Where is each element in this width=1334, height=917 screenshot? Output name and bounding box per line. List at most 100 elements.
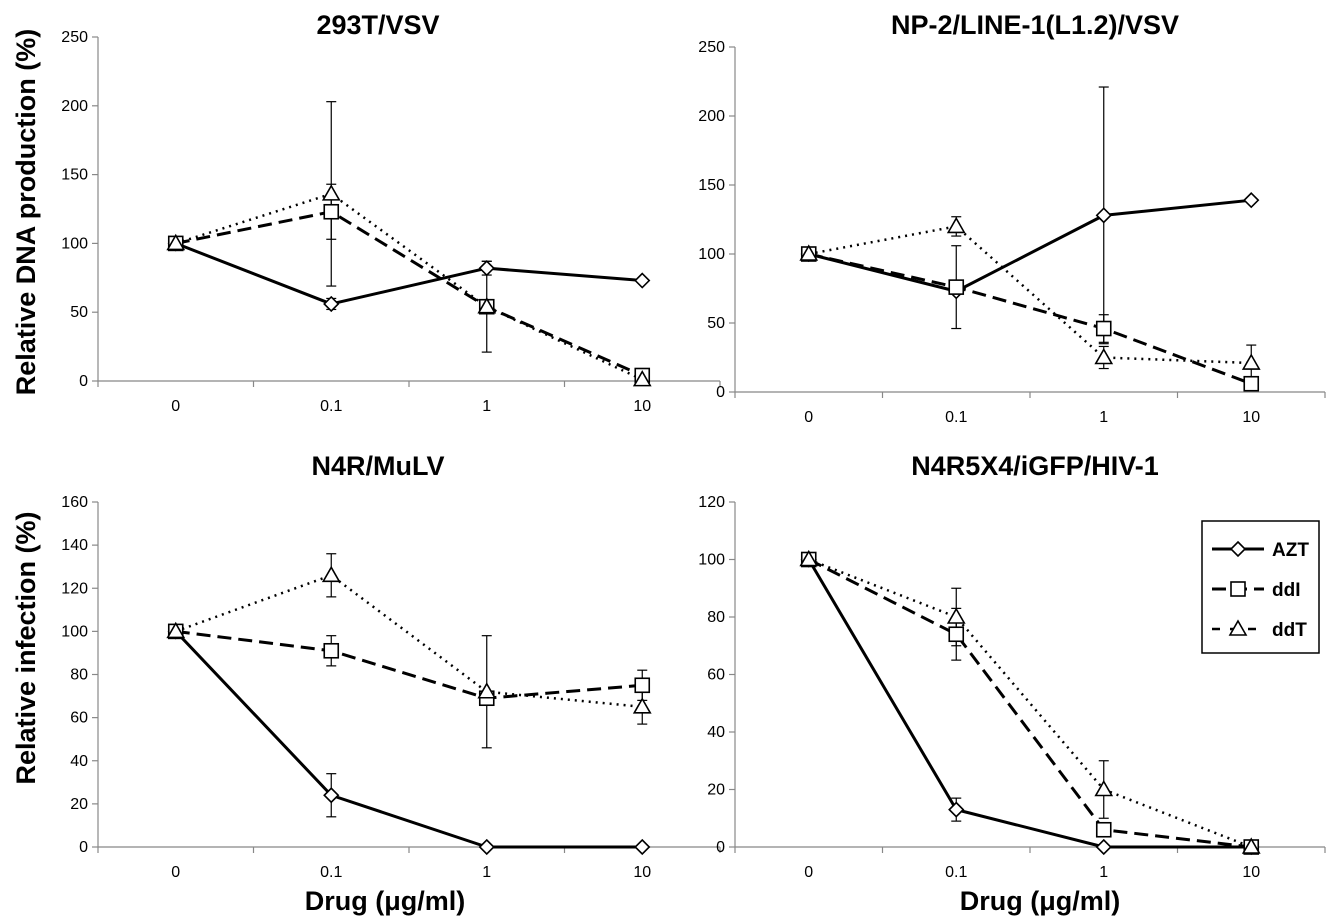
data-point-ddi [1243, 375, 1260, 392]
data-point-ddt [321, 565, 341, 583]
chart-panel-1: 293T/VSV 0 50 100 150 200 250 0 0.1 1 10 [61, 10, 721, 415]
y-tick-label: 160 [61, 494, 88, 511]
legend-label-azt: AZT [1272, 540, 1309, 561]
data-point-azt [1243, 192, 1260, 209]
x-tick-label: 10 [1242, 864, 1260, 881]
y-tick-label: 120 [61, 580, 88, 597]
y-tick-label: 20 [70, 796, 88, 813]
y-tick-label: 120 [698, 494, 725, 511]
y-tick-label: 60 [70, 710, 88, 727]
x-tick-label: 0 [804, 409, 813, 426]
y-tick-label: 80 [707, 609, 725, 626]
y-tick-label: 250 [698, 39, 725, 56]
x-tick-label: 1 [482, 864, 491, 881]
data-point-ddt [321, 184, 341, 201]
chart-title: N4R5X4/iGFP/HIV-1 [911, 451, 1159, 481]
series-line-ddt [175, 192, 643, 381]
data-point-ddi [634, 677, 651, 694]
data-point-ddt [632, 370, 652, 387]
x-tick-label: 10 [1242, 409, 1260, 426]
chart-panel-2: NP-2/LINE-1(L1.2)/VSV 0 50 100 150 200 250 0 0.1… [698, 10, 1326, 426]
data-point-ddi [323, 642, 340, 659]
data-point-ddt [632, 697, 652, 714]
y-tick-label: 200 [698, 108, 725, 125]
chart-title: N4R/MuLV [312, 451, 445, 481]
y-tick-label: 0 [79, 373, 88, 390]
legend-marker-ddt [1228, 619, 1248, 636]
series-line-ddi [175, 629, 643, 700]
data-point-ddt [946, 216, 966, 234]
y-axis-label-bottom: Relative infection (%) [11, 511, 41, 784]
y-tick-label: 200 [61, 98, 88, 115]
chart-panel-4: N4R5X4/iGFP/HIV-1 0 20 40 60 80 100 120 0 0.1 1 10 [698, 451, 1326, 881]
data-point-ddt [1241, 837, 1261, 854]
data-point-ddt [477, 297, 497, 314]
y-tick-label: 40 [707, 724, 725, 741]
data-point-ddt [799, 244, 819, 261]
series-line-ddi [808, 252, 1252, 386]
y-tick-label: 0 [79, 839, 88, 856]
data-point-ddt [477, 682, 497, 699]
chart-title: NP-2/LINE-1(L1.2)/VSV [891, 10, 1179, 40]
data-point-azt [1095, 838, 1112, 856]
data-point-ddi [1095, 821, 1112, 838]
data-point-ddi [948, 626, 965, 643]
series-line-ddi [175, 210, 643, 377]
series-line-azt [174, 630, 643, 849]
legend-label-ddi: ddI [1272, 580, 1301, 601]
chart-panel-3: N4R/MuLV 0 20 40 60 80 100 120 140 160 0 0.1 1 10 [61, 451, 721, 881]
x-tick-label: 1 [482, 398, 491, 415]
data-point-ddt [799, 549, 819, 567]
y-tick-label: 100 [61, 235, 88, 252]
x-tick-label: 0 [171, 864, 180, 881]
series-line-ddi [808, 558, 1252, 849]
data-point-ddt [166, 621, 186, 639]
data-point-azt [1095, 207, 1112, 224]
y-tick-label: 40 [70, 753, 88, 770]
series-line-azt [175, 242, 643, 306]
data-point-ddi [323, 203, 340, 220]
x-tick-label: 0.1 [320, 864, 342, 881]
x-axis-label-right: Drug (μg/ml) [960, 886, 1121, 916]
x-tick-label: 0.1 [320, 398, 342, 415]
data-point-azt [634, 272, 651, 289]
y-tick-label: 100 [698, 552, 725, 569]
legend: AZT ddI ddT [1201, 520, 1320, 654]
legend-marker-azt [1229, 540, 1247, 558]
y-tick-label: 0 [716, 384, 725, 401]
series-line-ddt [808, 558, 1252, 849]
x-tick-label: 0 [804, 864, 813, 881]
data-point-ddi [948, 279, 965, 295]
x-tick-label: 10 [633, 398, 651, 415]
data-point-azt [634, 838, 651, 856]
y-tick-label: 0 [716, 839, 725, 856]
y-tick-label: 150 [61, 167, 88, 184]
legend-label-ddt: ddT [1272, 620, 1307, 641]
x-tick-label: 1 [1099, 409, 1108, 426]
series-line-azt [807, 558, 1252, 849]
y-tick-label: 140 [61, 537, 88, 554]
y-tick-label: 250 [61, 29, 88, 46]
y-tick-label: 50 [707, 315, 725, 332]
y-tick-label: 60 [707, 667, 725, 684]
x-tick-label: 10 [633, 864, 651, 881]
data-point-ddt [1094, 347, 1114, 365]
data-point-azt [323, 787, 340, 804]
data-point-azt [323, 295, 340, 313]
series-line-azt [808, 198, 1252, 293]
y-tick-label: 50 [70, 304, 88, 321]
y-tick-label: 20 [707, 782, 725, 799]
data-point-ddt [166, 233, 186, 251]
x-tick-label: 0 [171, 398, 180, 415]
y-axis-label-top: Relative DNA production (%) [11, 29, 41, 396]
y-tick-label: 80 [70, 667, 88, 684]
data-point-azt [948, 801, 965, 818]
y-tick-label: 150 [698, 177, 725, 194]
data-point-ddi [1095, 320, 1112, 337]
legend-box [1201, 520, 1320, 654]
series-line-ddt [808, 225, 1252, 365]
chart-title: 293T/VSV [316, 10, 439, 40]
data-point-ddt [1094, 779, 1114, 797]
